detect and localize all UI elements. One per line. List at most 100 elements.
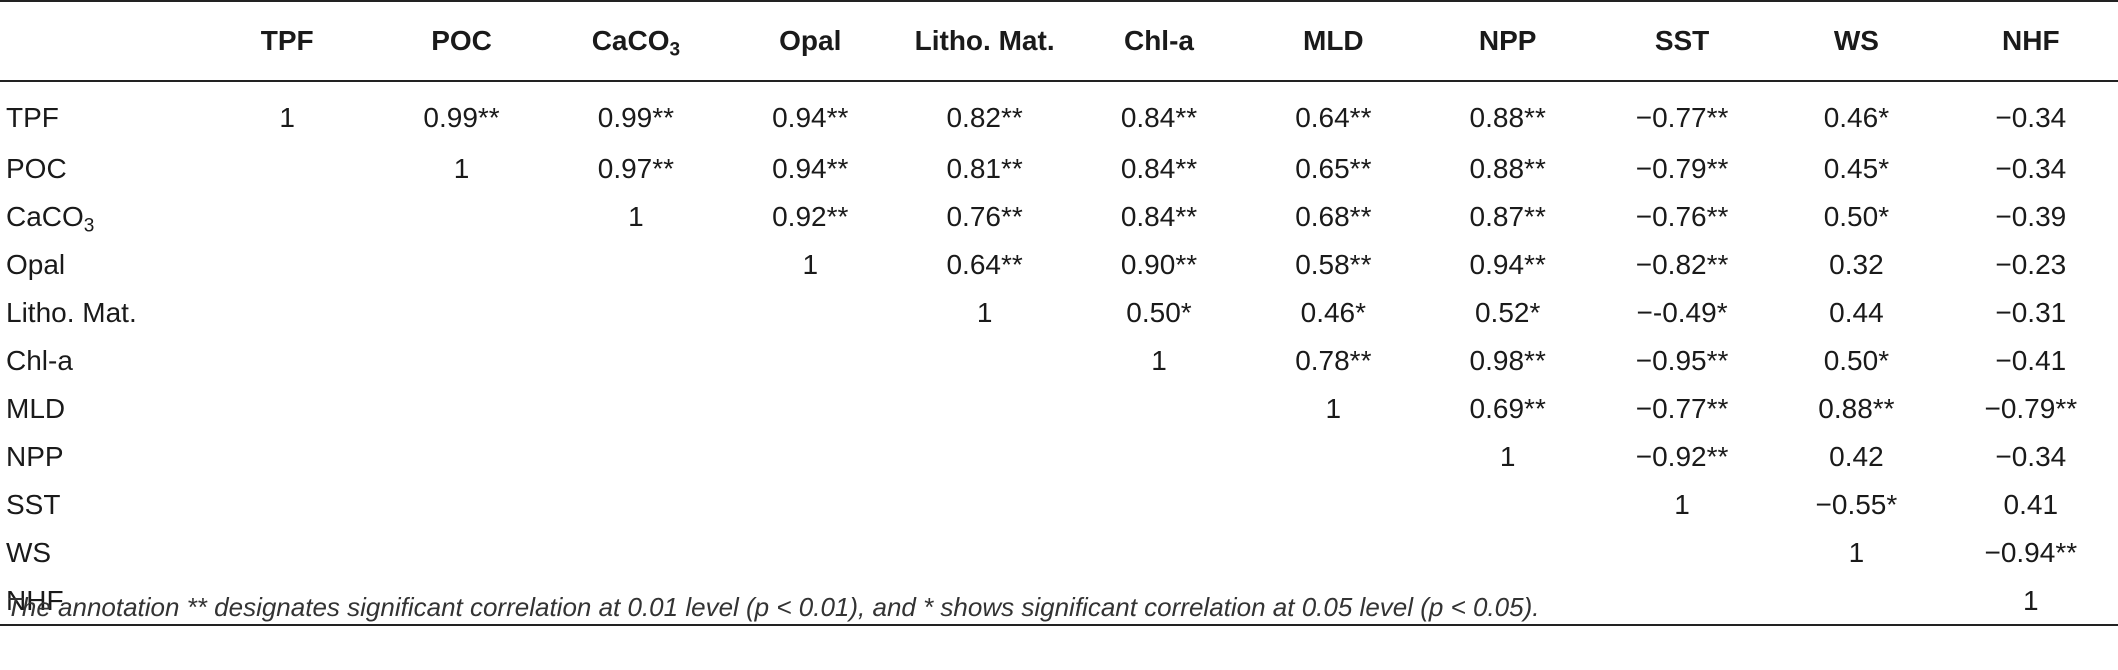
table-cell: −0.95** [1635,345,1729,376]
table-cell [549,241,723,289]
row-label: Opal [0,241,200,289]
label-text: NPP [6,441,64,472]
column-header-poc: POC [374,0,549,82]
table-cell: −0.94** [1984,537,2078,568]
table-cell: 0.58** [1295,249,1372,280]
table-cell [374,193,548,241]
label-text: SST [6,489,61,520]
table-cell [723,433,897,481]
table-cell: 0.88** [1469,101,1546,133]
row-label: CaCO3 [0,193,200,241]
table-cell [1246,481,1420,529]
table-cell: 0.65** [1295,153,1372,184]
table-cell: −0.55* [1815,489,1898,520]
row-label: Chl-a [0,337,200,385]
label-text: NHF [2002,25,2060,56]
table-cell: −0.76** [1635,201,1729,232]
table-cell [897,577,1072,626]
table-cell: 0.88** [1469,153,1546,184]
table-row: Opal 1 0.64** 0.90** 0.58** 0.94** −0.82** 0.32… [0,241,2118,289]
table-cell: 0.42 [1829,441,1884,472]
table-cell [723,385,897,433]
table-cell: 1 [802,249,819,280]
table-row: Litho. Mat. 1 0.50* 0.46* 0.52* −-0.49* 0.44 −0… [0,289,2118,337]
table-cell: 1 [453,153,470,184]
table-cell: 0.78** [1295,345,1372,376]
table-cell [1594,577,1770,626]
table-cell: −0.77** [1635,101,1729,133]
table-cell: −0.41 [1995,345,2067,376]
table-cell [723,337,897,385]
label-text: Chl-a [1123,25,1194,56]
table-cell [200,145,374,193]
table-cell [549,289,723,337]
row-label: SST [0,481,200,529]
table-row: MLD 1 0.69** −0.77** 0.88** −0.79** [0,385,2118,433]
table-cell [897,481,1071,529]
table-cell: 0.44 [1829,297,1884,328]
label-text: MLD [6,393,66,424]
row-label: WS [0,529,200,577]
label-text: TPF [6,101,59,133]
table-cell [374,577,549,626]
column-header-tpf: TPF [200,0,375,82]
row-label: TPF [0,81,200,145]
table-cell: 0.99** [597,101,675,133]
table-cell: 0.84** [1120,201,1198,232]
label-text: MLD [1303,25,1364,56]
table-cell: 0.87** [1469,201,1546,232]
table-cell [723,481,897,529]
table-row: POC 1 0.97** 0.94** 0.81** 0.84** 0.65** 0.88**… [0,145,2118,193]
table-cell [723,529,897,577]
row-label: POC [0,145,200,193]
table-cell: −0.79** [1635,153,1729,184]
table-cell [897,385,1071,433]
table-cell [200,433,374,481]
table-cell [723,577,898,626]
table-cell: 0.69** [1469,393,1546,424]
table-cell [200,193,374,241]
row-label: NPP [0,433,200,481]
table-row: Chl-a 1 0.78** 0.98** −0.95** 0.50* −0.41 [0,337,2118,385]
column-header-npp: NPP [1420,0,1595,82]
table-cell [374,433,548,481]
table-cell: 0.97** [597,153,675,184]
table-cell: −0.31 [1995,297,2067,328]
table-cell [1420,577,1595,626]
label-text: NPP [1478,25,1537,56]
correlation-matrix-table: TPF POC CaCO3 Opal Litho. Mat. Chl-a MLD NPP SST… [0,0,2118,626]
table-footnote: The annotation ** designates significant… [6,592,1540,622]
table-cell: −0.82** [1635,249,1729,280]
table-cell: 1 [1325,393,1342,424]
table-cell [1769,577,1944,626]
table-cell [549,529,723,577]
table-row: CaCO3 1 0.92** 0.76** 0.84** 0.68** 0.87** −0.7… [0,193,2118,241]
table-cell: −0.23 [1995,249,2067,280]
table-cell: 0.50* [1823,345,1890,376]
table-row: TPF 1 0.99** 0.99** 0.94** 0.82** 0.84** 0.64**… [0,81,2118,145]
table-cell [374,337,548,385]
column-header-sst: SST [1594,0,1770,82]
table-cell [1246,529,1420,577]
table-cell [548,577,724,626]
table-cell: 1 [1943,577,2118,626]
table-cell [374,289,548,337]
column-header-nhf: NHF [1943,0,2118,82]
table-cell: 0.94** [772,153,849,184]
table-cell: 0.50* [1823,201,1890,232]
table-cell [549,433,723,481]
table-cell: 0.52* [1474,297,1541,328]
label-text: WS [6,537,52,568]
table-cell [374,241,548,289]
table-row: SST 1 −0.55* 0.41 [0,481,2118,529]
table-cell: 0.99** [423,101,500,133]
table-cell [897,433,1071,481]
table-cell: 0.84** [1120,101,1198,133]
table-cell: 0.64** [1295,101,1372,133]
table-cell [374,529,548,577]
column-header-opal: Opal [723,0,898,82]
table-cell [1071,577,1247,626]
table-cell: 0.41 [2003,489,2059,520]
table-cell: 0.92** [772,201,849,232]
